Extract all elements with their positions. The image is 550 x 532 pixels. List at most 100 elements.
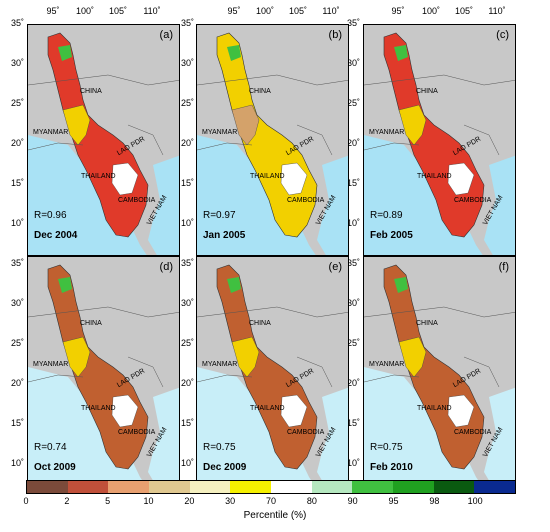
colorbar-segment (352, 481, 394, 493)
ocean-area (317, 155, 348, 255)
lon-tick: 100˚ (255, 6, 275, 16)
basin-subregion (447, 394, 475, 428)
lon-tick: 110˚ (322, 6, 340, 16)
correlation-value: R=0.96 (34, 210, 67, 221)
lat-tick: 15˚ (346, 418, 360, 428)
border-line (364, 74, 515, 86)
label-china: CHINA (416, 88, 438, 95)
map-panel: (a) CHINA MYANMAR LAO PDR THAILAND CAMBO… (27, 24, 180, 256)
label-thailand: THAILAND (417, 173, 452, 180)
panel-tag: (d) (159, 261, 173, 273)
border-line (197, 374, 253, 383)
colorbar-segment (67, 481, 109, 493)
lat-tick: 35˚ (180, 18, 194, 28)
lat-tick: 20˚ (346, 378, 360, 388)
lat-tick: 15˚ (180, 178, 194, 188)
lat-tick: 25˚ (180, 338, 194, 348)
lat-tick: 20˚ (10, 378, 24, 388)
panel-date: Oct 2009 (34, 462, 76, 473)
lon-tick: 95˚ (46, 6, 60, 16)
lat-tick: 25˚ (346, 338, 360, 348)
lat-tick: 15˚ (180, 418, 194, 428)
label-china: CHINA (416, 320, 438, 327)
colorbar-tick: 90 (347, 496, 358, 506)
map-graphic (28, 32, 179, 255)
basin-subregion (227, 45, 241, 61)
label-thailand: THAILAND (81, 173, 116, 180)
panel-tag: (a) (159, 29, 173, 41)
lat-tick: 15˚ (10, 418, 24, 428)
basin-subregion (398, 104, 427, 146)
map-panel: (e) CHINA MYANMAR LAO PDR THAILAND CAMBO… (196, 256, 349, 488)
colorbar-segment (149, 481, 190, 493)
label-cambodia: CAMBODIA (287, 197, 325, 204)
colorbar-segment (230, 481, 272, 493)
panel-date: Jan 2005 (203, 230, 246, 241)
border-line (127, 124, 164, 156)
lat-tick: 15˚ (10, 178, 24, 188)
lat-tick: 35˚ (10, 18, 24, 28)
lat-tick: 30˚ (180, 58, 194, 68)
lat-tick: 15˚ (346, 178, 360, 188)
label-china: CHINA (80, 88, 102, 95)
label-myanmar: MYANMAR (369, 361, 405, 368)
map-graphic (28, 264, 179, 487)
panel-tag: (f) (498, 261, 509, 273)
colorbar-tick: 70 (265, 496, 277, 506)
border-line (28, 74, 179, 86)
lat-tick: 35˚ (180, 258, 194, 268)
lat-tick: 30˚ (180, 298, 194, 308)
colorbar-ticks: 0 2 5 10 20 30 70 80 90 95 98 100 (23, 496, 516, 510)
border-line (28, 306, 179, 318)
panel-date: Feb 2005 (370, 230, 413, 241)
lon-tick: 110˚ (488, 6, 506, 16)
panel-date: Dec 2009 (203, 462, 247, 473)
label-myanmar: MYANMAR (33, 129, 69, 136)
border-line (364, 374, 420, 383)
lat-tick: 35˚ (346, 18, 360, 28)
colorbar (26, 480, 516, 494)
label-cambodia: CAMBODIA (454, 197, 492, 204)
lat-tick: 20˚ (180, 138, 194, 148)
label-cambodia: CAMBODIA (118, 197, 156, 204)
label-thailand: THAILAND (81, 405, 116, 412)
colorbar-tick: 98 (429, 496, 440, 506)
map-panel: (d) CHINA MYANMAR LAO PDR THAILAND CAMBO… (27, 256, 180, 488)
lat-tick: 35˚ (10, 258, 24, 268)
border-line (296, 124, 333, 156)
map-panel: (c) CHINA MYANMAR LAO PDR THAILAND CAMBO… (363, 24, 516, 256)
lat-tick: 30˚ (10, 298, 24, 308)
correlation-value: R=0.75 (370, 442, 403, 453)
label-thailand: THAILAND (417, 405, 452, 412)
lat-tick: 20˚ (346, 138, 360, 148)
label-myanmar: MYANMAR (202, 361, 238, 368)
lon-tick: 95˚ (227, 6, 241, 16)
correlation-value: R=0.74 (34, 442, 67, 453)
basin-subregion (231, 336, 260, 378)
colorbar-segment (271, 481, 312, 493)
basin-subregion (111, 394, 139, 428)
colorbar-segment (433, 481, 475, 493)
lon-tick: 105˚ (288, 6, 308, 16)
lat-tick: 10˚ (10, 458, 24, 468)
panel-tag: (c) (496, 29, 509, 41)
basin-subregion (447, 162, 475, 196)
lat-tick: 30˚ (346, 58, 360, 68)
lat-tick: 25˚ (10, 338, 24, 348)
lon-tick: 100˚ (421, 6, 441, 16)
lon-tick: 95˚ (391, 6, 405, 16)
lon-tick: 105˚ (454, 6, 474, 16)
map-graphic (364, 32, 515, 255)
label-china: CHINA (249, 88, 271, 95)
basin-subregion (227, 277, 241, 293)
longitude-axis: 95˚ 100˚ 105˚ 110˚ 95˚ 100˚ 105˚ 110˚ 95… (0, 0, 550, 24)
basin-subregion (280, 162, 308, 196)
colorbar-tick: 10 (143, 496, 154, 506)
lat-tick: 30˚ (10, 58, 24, 68)
map-panel: (b) CHINA MYANMAR LAO PDR THAILAND CAMBO… (196, 24, 349, 256)
ocean-area (484, 155, 515, 255)
border-line (197, 306, 348, 318)
ocean-area (484, 387, 515, 487)
lon-tick: 100˚ (75, 6, 95, 16)
colorbar-segment (474, 481, 516, 493)
